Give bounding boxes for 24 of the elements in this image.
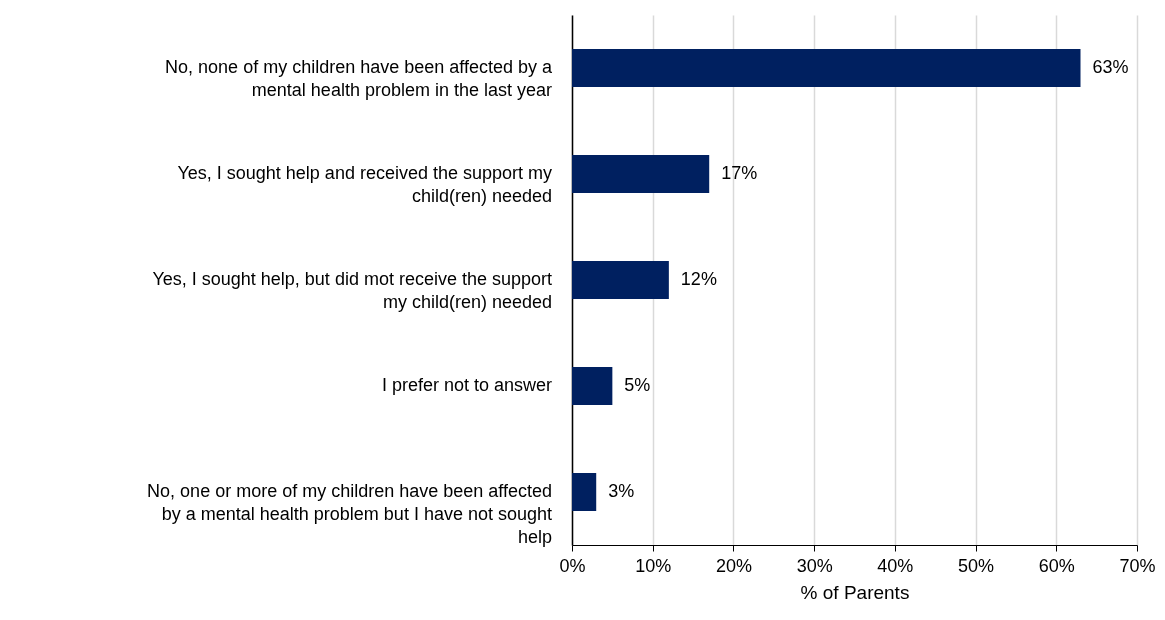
bar	[572, 154, 710, 194]
data-label: 63%	[1092, 57, 1129, 77]
y-tick-label: Yes, I sought help, but did mot receive the support my child(ren) needed	[152, 269, 552, 312]
data-label: 17%	[721, 163, 758, 183]
y-tick-label: Yes, I sought help and received the support my child(ren) needed	[177, 163, 552, 206]
bar	[572, 48, 1081, 88]
x-tick-label: 10%	[635, 555, 672, 576]
data-label: 5%	[624, 375, 651, 395]
x-tick-label: 0%	[559, 555, 586, 576]
x-tick-label: 40%	[877, 555, 914, 576]
bar	[572, 472, 597, 512]
bar	[572, 260, 669, 300]
x-tick-label: 50%	[958, 555, 995, 576]
data-label: 12%	[680, 269, 717, 289]
x-tick-label: 60%	[1038, 555, 1075, 576]
y-tick-label: No, one or more of my children have been affected by a mental health problem but I have not sought help	[147, 481, 552, 547]
x-tick-label: 70%	[1119, 555, 1156, 576]
x-axis-title: % of Parents	[800, 581, 910, 603]
data-label: 3%	[608, 481, 635, 501]
x-tick-label: 30%	[796, 555, 833, 576]
y-tick-label: No, none of my children have been affected by a mental health problem in the last year	[165, 57, 553, 100]
x-tick-label: 20%	[715, 555, 752, 576]
bar	[572, 366, 613, 406]
y-tick-label: I prefer not to answer	[381, 375, 552, 395]
